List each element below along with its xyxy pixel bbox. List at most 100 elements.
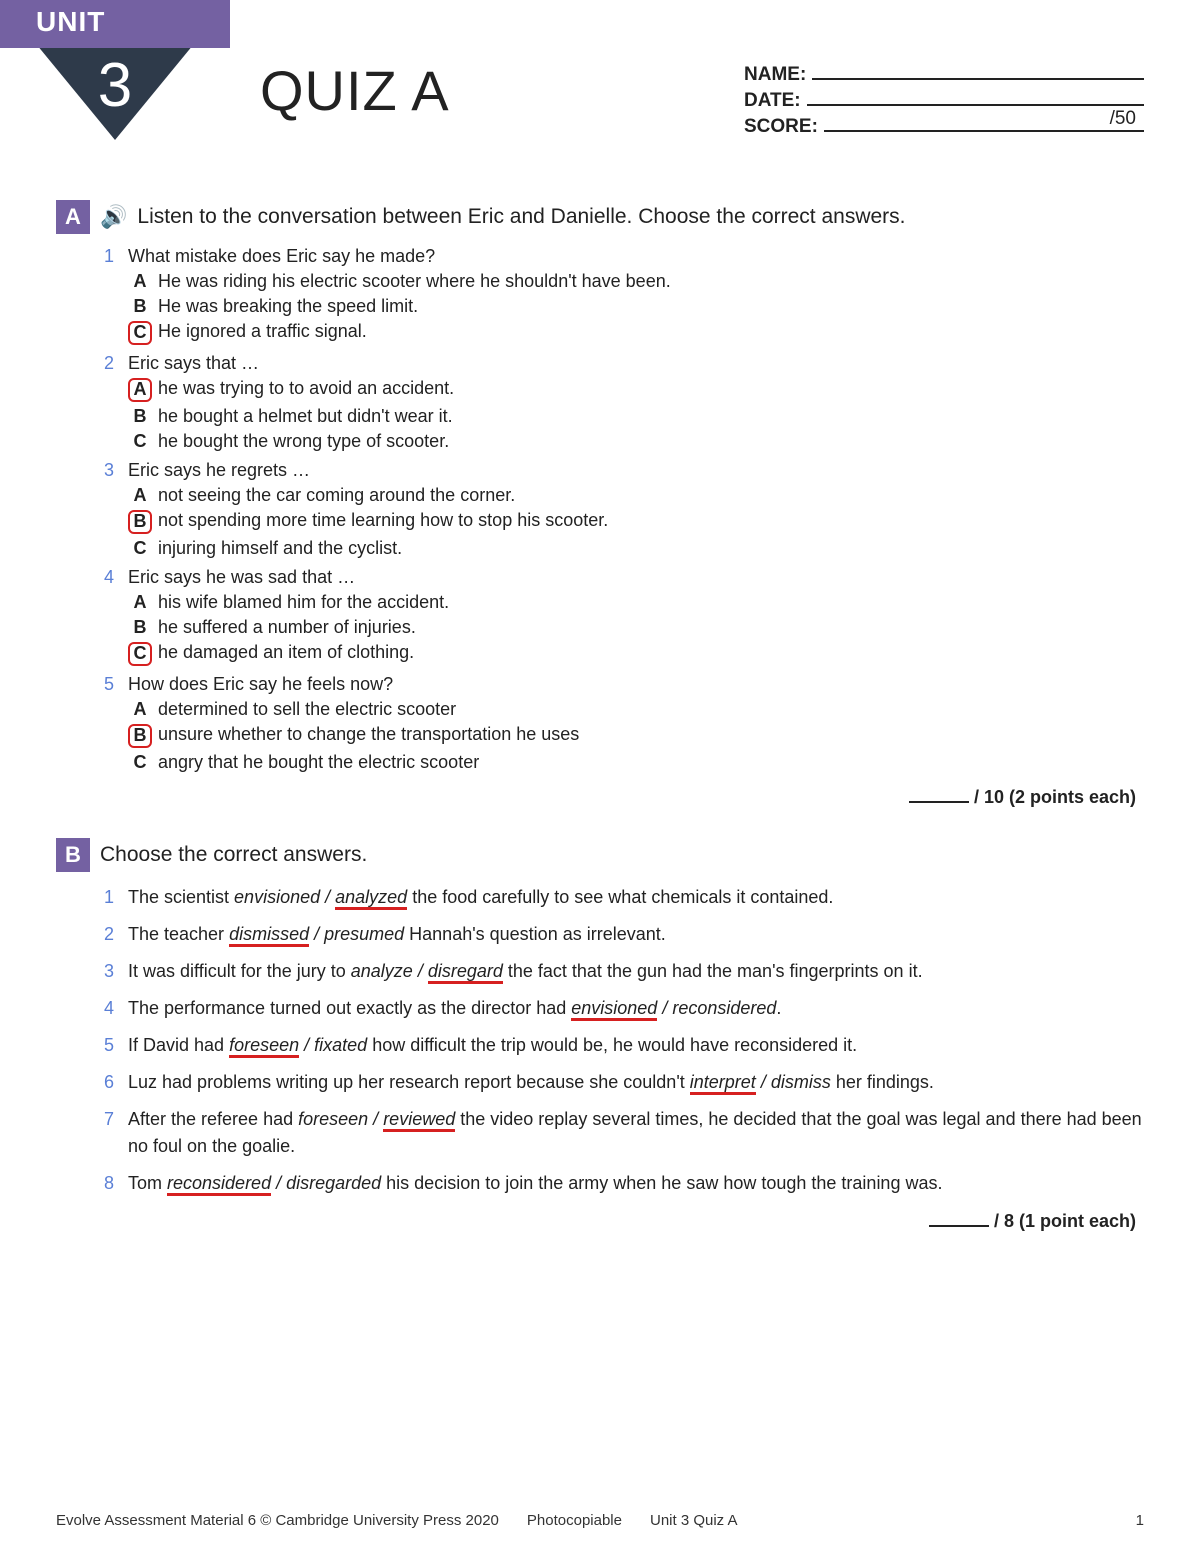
item-number: 8 [104,1170,128,1197]
section-b-letter: B [56,838,90,872]
section-b-points: / 8 (1 point each) [56,1211,1136,1232]
section-a-points-text: / 10 (2 points each) [974,787,1136,807]
option-text: his wife blamed him for the accident. [158,592,449,613]
item-number: 5 [104,1032,128,1059]
option-letter: A [128,699,152,720]
choice-word-2[interactable]: dismiss [771,1072,831,1092]
question-line: 5How does Eric say he feels now? [104,674,1144,695]
choice-word-2[interactable]: reconsidered [672,998,776,1018]
option[interactable]: Bhe suffered a number of injuries. [128,617,1144,638]
item-number: 3 [104,958,128,985]
option[interactable]: Ahis wife blamed him for the accident. [128,592,1144,613]
question-text: What mistake does Eric say he made? [128,246,435,267]
quiz-title: QUIZ A [260,58,450,123]
option-text: He was riding his electric scooter where… [158,271,671,292]
option[interactable]: Bnot spending more time learning how to … [128,510,1144,534]
choice-word-1[interactable]: envisioned [571,998,657,1021]
option-letter: C [128,752,152,773]
option[interactable]: BHe was breaking the speed limit. [128,296,1144,317]
option-text: injuring himself and the cyclist. [158,538,402,559]
choice-word-1[interactable]: foreseen [229,1035,299,1058]
choice-word-2[interactable]: reviewed [383,1109,455,1132]
question-number: 4 [104,567,128,588]
question-line: 4Eric says he was sad that … [104,567,1144,588]
option[interactable]: Cangry that he bought the electric scoot… [128,752,1144,773]
option[interactable]: Cinjuring himself and the cyclist. [128,538,1144,559]
choice-word-1[interactable]: analyze [351,961,413,981]
choice-word-2[interactable]: fixated [314,1035,367,1055]
vocab-item: 8Tom reconsidered / disregarded his deci… [104,1170,1144,1197]
choice-separator: / [271,1173,286,1193]
section-b-items: 1The scientist envisioned / analyzed the… [104,884,1144,1197]
vocab-item: 5If David had foreseen / fixated how dif… [104,1032,1144,1059]
section-a-instruction: Listen to the conversation between Eric … [137,205,905,229]
question-number: 3 [104,460,128,481]
question-text: How does Eric say he feels now? [128,674,393,695]
question-line: 2Eric says that … [104,353,1144,374]
options: Ahe was trying to to avoid an accident. B… [128,378,1144,452]
date-blank[interactable] [807,88,1144,106]
choice-separator: / [657,998,672,1018]
section-a-points: / 10 (2 points each) [56,787,1136,808]
option-text: not seeing the car coming around the cor… [158,485,515,506]
choice-word-2[interactable]: disregarded [286,1173,381,1193]
option-letter: A [128,485,152,506]
page-header: UNIT 3 QUIZ A NAME: DATE: SCORE: /50 [0,0,1200,180]
options: Anot seeing the car coming around the co… [128,485,1144,559]
footer-copyright: Evolve Assessment Material 6 © Cambridge… [56,1512,499,1529]
question: 2Eric says that … Ahe was trying to to av… [104,353,1144,452]
question-line: 3Eric says he regrets … [104,460,1144,481]
option[interactable]: Bunsure whether to change the transporta… [128,724,1144,748]
section-b-head: B Choose the correct answers. [56,838,1144,872]
unit-number: 3 [0,50,230,121]
score-max: /50 [1110,108,1136,130]
points-blank-b[interactable] [929,1225,989,1227]
vocab-item: 7After the referee had foreseen / review… [104,1106,1144,1160]
option[interactable]: Bhe bought a helmet but didn't wear it. [128,406,1144,427]
option-text: he bought the wrong type of scooter. [158,431,449,452]
audio-icon: 🔊 [100,204,127,230]
choice-word-2[interactable]: analyzed [335,887,407,910]
option-letter: A [128,378,152,402]
option[interactable]: Che damaged an item of clothing. [128,642,1144,666]
choice-separator: / [368,1109,383,1129]
option[interactable]: CHe ignored a traffic signal. [128,321,1144,345]
item-number: 2 [104,921,128,948]
option-text: determined to sell the electric scooter [158,699,456,720]
vocab-item: 2The teacher dismissed / presumed Hannah… [104,921,1144,948]
points-blank-a[interactable] [909,801,969,803]
item-number: 7 [104,1106,128,1160]
name-label: NAME: [744,64,806,86]
item-text: Tom reconsidered / disregarded his decis… [128,1170,1144,1197]
option[interactable]: Ahe was trying to to avoid an accident. [128,378,1144,402]
option[interactable]: A He was riding his electric scooter wher… [128,271,1144,292]
option[interactable]: Adetermined to sell the electric scooter [128,699,1144,720]
option-text: he suffered a number of injuries. [158,617,416,638]
option-letter: A [128,592,152,613]
question: 5How does Eric say he feels now? Adetermi… [104,674,1144,773]
choice-word-1[interactable]: foreseen [298,1109,368,1129]
choice-separator: / [309,924,324,944]
question-number: 1 [104,246,128,267]
section-a: A 🔊 Listen to the conversation between E… [56,200,1144,808]
choice-word-1[interactable]: reconsidered [167,1173,271,1196]
choice-separator: / [299,1035,314,1055]
choice-word-1[interactable]: dismissed [229,924,309,947]
page-footer: Evolve Assessment Material 6 © Cambridge… [56,1512,1144,1529]
option[interactable]: Anot seeing the car coming around the co… [128,485,1144,506]
question: 3Eric says he regrets … Anot seeing the c… [104,460,1144,559]
option-letter: A [128,271,152,292]
choice-word-1[interactable]: interpret [690,1072,756,1095]
vocab-item: 3It was difficult for the jury to analyz… [104,958,1144,985]
choice-word-1[interactable]: envisioned [234,887,320,907]
options: A He was riding his electric scooter wher… [128,271,1144,345]
vocab-item: 4The performance turned out exactly as t… [104,995,1144,1022]
option-letter: C [128,321,152,345]
option[interactable]: Che bought the wrong type of scooter. [128,431,1144,452]
choice-word-2[interactable]: presumed [324,924,404,944]
option-letter: B [128,296,152,317]
name-blank[interactable] [812,62,1144,80]
choice-word-2[interactable]: disregard [428,961,503,984]
unit-label: UNIT [0,0,230,48]
score-blank[interactable]: /50 [824,114,1144,132]
